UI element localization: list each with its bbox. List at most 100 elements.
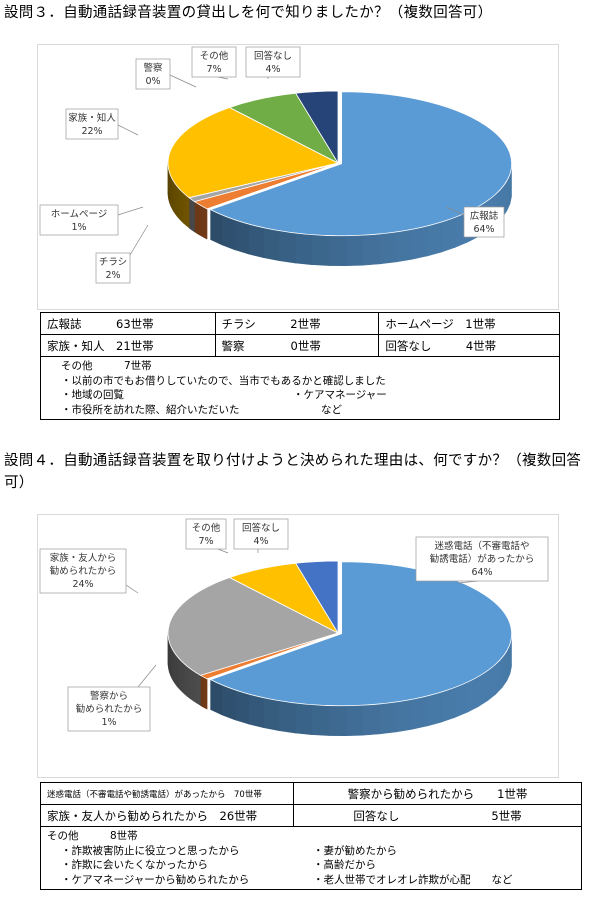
q3-slice-side xyxy=(426,221,442,257)
q4-slice-side xyxy=(362,703,381,736)
q3-other-notes: その他 7世帯 ・以前の市でもお借りしていたので、当市でもあるかと確認しました … xyxy=(40,356,560,420)
q4-label-text: 勧められたから xyxy=(50,565,117,577)
note-line: ・詐欺に会いたくなかったから ・高齢だから xyxy=(47,858,575,873)
note-item: ・ケアマネージャーから勧められたから xyxy=(61,873,250,886)
note-line: ・市役所を訪れた際、紹介いただいた など xyxy=(47,403,553,418)
q4-label-text: 7% xyxy=(198,536,213,547)
table-cell: 警察 0世帯 xyxy=(214,334,380,357)
q3-slice-side xyxy=(248,223,264,259)
note-item: ・以前の市でもお借りしていたので、当市でもあるかと確認しました xyxy=(61,374,386,387)
q3-label-box xyxy=(39,204,119,236)
q4-slice-回答なし xyxy=(295,560,339,635)
q3-slice-家族・知人 xyxy=(167,107,340,199)
table-row: その他 8世帯 ・詐欺被害防止に役立つと思ったから ・妻が勧めたから ・詐欺に会… xyxy=(40,826,582,890)
q4-label-text: 家族・友人から xyxy=(50,552,117,564)
q3-label-text: 回答なし xyxy=(254,50,292,62)
q3-leader-line xyxy=(445,206,465,216)
q3-slice-side xyxy=(345,234,364,267)
table-row: 家族・友人から勧められたから 26世帯 回答なし 5世帯 xyxy=(40,804,582,827)
q4-slice-side xyxy=(178,657,182,692)
q3-slice-回答なし xyxy=(295,90,339,165)
q4-label-text: 64% xyxy=(471,567,492,578)
q3-summary-table: 広報誌 63世帯 チラシ 2世帯 ホームページ 1世帯 家族・知人 21世帯 警… xyxy=(40,312,560,420)
table-row: その他 7世帯 ・以前の市でもお借りしていたので、当市でもあるかと確認しました … xyxy=(40,356,560,420)
q4-slice-side xyxy=(395,698,413,733)
question-3-title: 設問３．自動通話録音装置の貸出しを何で知りましたか？（複数回答可） xyxy=(4,5,493,21)
q4-summary-table: 迷惑電話（不審電話や勧誘電話）があったから 70世帯 警察から勧められたから 1… xyxy=(40,782,582,890)
q3-slice-side xyxy=(185,194,190,229)
question-4-title: 設問４．自動通話録音装置を取り付けようと決められた理由は、何ですか？（複数回答可… xyxy=(4,453,582,491)
q3-label-text: チラシ xyxy=(99,257,127,268)
q4-other-notes: その他 8世帯 ・詐欺被害防止に役立つと思ったから ・妻が勧めたから ・詐欺に会… xyxy=(40,826,582,890)
q4-label-text: 4% xyxy=(253,536,268,547)
q3-label-box xyxy=(135,58,171,90)
q4-label-text: 1% xyxy=(101,717,116,728)
q4-leader-line xyxy=(125,584,139,594)
q3-slice-side xyxy=(395,228,413,263)
q3-label-box xyxy=(463,206,505,238)
note-item: など xyxy=(321,403,342,416)
q4-slice-side xyxy=(345,704,364,737)
note-line: ・以前の市でもお借りしていたので、当市でもあるかと確認しました xyxy=(47,374,553,389)
q3-pie-svg: 広報誌 64% チラシ 2% ホームページ 1% 家族・知人 22% 警察 0% その他 7% 回答なし… xyxy=(39,46,512,284)
q3-slice-side xyxy=(210,209,223,246)
q3-slice-side xyxy=(278,230,296,264)
q3-slice-side xyxy=(411,225,428,260)
q4-label-text: 勧誘電話）があったから xyxy=(430,553,535,565)
q3-slice-side xyxy=(379,231,397,265)
q3-slice-side xyxy=(181,190,185,224)
q4-label-box xyxy=(233,518,289,550)
q4-slice-side xyxy=(248,693,264,729)
q4-slice-side xyxy=(328,705,347,737)
q3-slice-広報誌 xyxy=(209,91,512,237)
q4-slice-side xyxy=(441,687,456,723)
q4-slice-side xyxy=(411,695,428,730)
q4-pie-svg: 迷惑電話（不審電話や勧誘電話）があったから64%警察から勧められたから1%家族・… xyxy=(39,518,549,737)
q3-pie-chart: 広報誌 64% チラシ 2% ホームページ 1% 家族・知人 22% 警察 0% その他 7% 回答なし… xyxy=(37,44,559,310)
table-cell: ホームページ 1世帯 xyxy=(378,312,560,335)
note-item: ・妻が勧めたから xyxy=(313,844,397,857)
other-heading: その他 7世帯 xyxy=(61,360,152,372)
q4-slice-side xyxy=(311,704,330,736)
q4-slice-side xyxy=(193,670,198,704)
note-line: ・地域の回覧 ・ケアマネージャー xyxy=(47,388,553,403)
q3-leader-line xyxy=(117,206,144,216)
q3-label-text: 警察 xyxy=(143,62,163,74)
note-line: ・ケアマネージャーから勧められたから ・老人世帯でオレオレ詐欺が心配 など xyxy=(47,873,575,888)
q3-label-text: 1% xyxy=(71,222,86,233)
note-line: ・詐欺被害防止に役立つと思ったから ・妻が勧めたから xyxy=(47,844,575,859)
note-item: ・詐欺被害防止に役立つと思ったから xyxy=(61,844,240,857)
table-cell: 回答なし 4世帯 xyxy=(378,334,560,357)
note-item: ・老人世帯でオレオレ詐欺が心配 など xyxy=(313,873,513,886)
q3-leader-line xyxy=(129,224,149,256)
table-cell: 広報誌 63世帯 xyxy=(40,312,216,335)
q4-label-text: 勧められたから xyxy=(76,703,143,715)
q3-label-text: 0% xyxy=(145,76,160,87)
table-row: 広報誌 63世帯 チラシ 2世帯 ホームページ 1世帯 xyxy=(40,312,560,335)
q3-label-text: 7% xyxy=(206,64,221,75)
q3-leader-line xyxy=(117,124,139,136)
q4-slice-side xyxy=(221,684,236,721)
note-item: ・ケアマネージャー xyxy=(293,389,387,401)
table-cell: 迷惑電話（不審電話や勧誘電話）があったから 70世帯 xyxy=(40,782,294,805)
q3-label-text: 2% xyxy=(105,270,120,281)
q3-slice-side xyxy=(311,234,330,266)
q4-slice-side xyxy=(234,689,250,725)
q4-leader-line xyxy=(137,664,157,688)
q3-slice-side xyxy=(441,217,456,253)
q3-label-text: 64% xyxy=(473,224,494,235)
note-item: ・市役所を訪れた際、紹介いただいた xyxy=(61,403,240,416)
note-item: ・詐欺に会いたくなかったから xyxy=(61,859,208,871)
q3-slice-side xyxy=(294,232,313,265)
q4-label-box xyxy=(67,686,151,732)
q4-slice-side xyxy=(210,679,223,716)
q4-label-box xyxy=(185,518,227,550)
q4-label-text: その他 xyxy=(192,522,221,534)
q3-slice-side xyxy=(263,227,280,262)
q4-slice-side xyxy=(466,676,479,713)
note-item: ・地域の回覧 xyxy=(61,389,124,401)
q3-leader-line xyxy=(169,74,197,88)
q4-slice-side xyxy=(181,660,185,695)
table-cell: 警察から勧められたから 1世帯 xyxy=(293,782,582,805)
q3-label-text: 22% xyxy=(81,126,102,137)
